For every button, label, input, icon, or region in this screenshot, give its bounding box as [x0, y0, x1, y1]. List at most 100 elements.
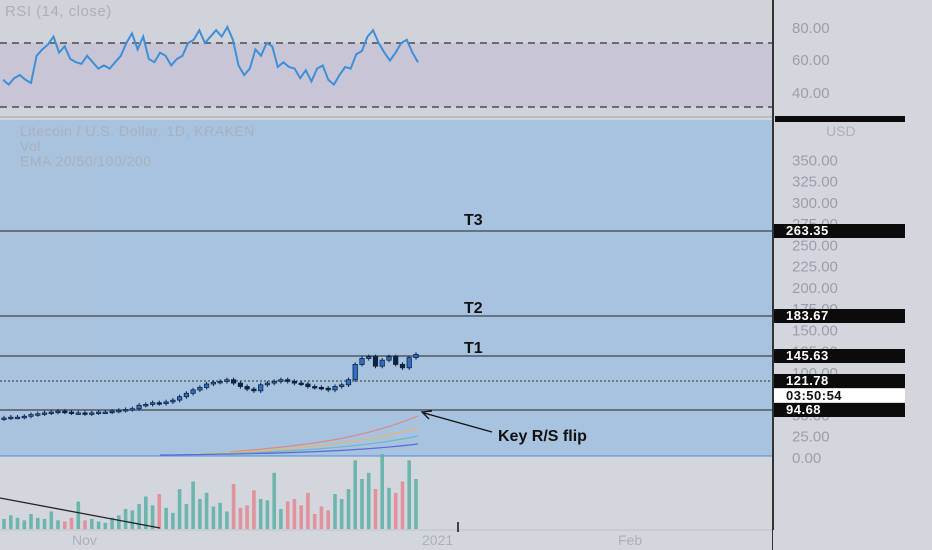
volume-bar: [252, 490, 256, 530]
ema-200-line: [159, 443, 419, 456]
candle-body: [339, 384, 345, 387]
rsi-tick-80: 80.00: [792, 20, 830, 37]
rsi-tick-60: 60.00: [792, 52, 830, 69]
volume-bar: [110, 517, 114, 530]
cropped-top-tag: [775, 116, 905, 122]
volume-bar: [157, 494, 162, 529]
x-axis-bar: [0, 530, 773, 550]
candle-body: [55, 410, 61, 414]
candle-body: [89, 412, 95, 415]
volume-bar: [177, 489, 182, 529]
t3-price-tag: 263.35: [774, 224, 905, 238]
candle-body: [203, 383, 210, 388]
volume-bar: [123, 509, 128, 529]
volume-bar: [83, 520, 87, 530]
candle-body: [123, 409, 129, 412]
candle-body: [285, 379, 291, 382]
candle-body: [28, 414, 34, 417]
volume-bar: [400, 481, 405, 529]
volume-bar: [360, 479, 364, 529]
volume-bar: [393, 492, 398, 530]
price-tick-label: 25.00: [792, 429, 830, 446]
chart-legend: Litecoin / U.S. Dollar, 1D, KRAKEN Vol E…: [20, 124, 255, 169]
candle-body: [190, 389, 196, 394]
candle-body: [163, 401, 169, 404]
candle-body: [136, 404, 142, 410]
candle-body: [332, 386, 338, 391]
candle-body: [251, 388, 257, 392]
legend-ema[interactable]: EMA 20/50/100/200: [20, 153, 152, 169]
candle-body: [62, 410, 68, 414]
legend-symbol[interactable]: Litecoin / U.S. Dollar, 1D, KRAKEN: [20, 123, 255, 139]
candle-body: [96, 411, 102, 415]
candle-body: [230, 379, 237, 384]
x-label-feb: Feb: [618, 532, 642, 548]
candle-body: [210, 381, 216, 385]
volume-bar: [90, 519, 94, 529]
volume-bar: [211, 506, 216, 529]
price-tick-label: 150.00: [792, 322, 838, 339]
price-tick-label: 225.00: [792, 259, 838, 276]
candle-body: [41, 412, 48, 415]
candle-body: [48, 411, 54, 415]
candle-body: [237, 382, 243, 387]
trend-line: [0, 497, 161, 529]
target-zone: [96, 120, 773, 456]
candle-body: [149, 402, 156, 405]
volume-bar: [144, 496, 148, 529]
volume-bar: [42, 519, 47, 529]
candle-body: [325, 387, 331, 391]
rsi-band: [0, 43, 773, 107]
candle-body: [258, 384, 264, 392]
x-label-2021: 2021: [422, 532, 453, 548]
volume-bar: [137, 504, 141, 529]
volume-bar: [69, 517, 74, 530]
candle-body: [312, 386, 318, 389]
currency-label: USD: [826, 123, 856, 139]
volume-bar: [63, 521, 67, 529]
volume-bar: [279, 509, 283, 529]
volume-bar: [191, 481, 195, 529]
candle-body: [271, 380, 277, 384]
candle-body: [156, 402, 162, 405]
volume-bar: [326, 510, 330, 530]
volume-bar: [373, 489, 378, 529]
annotation-arrow: [423, 412, 493, 433]
legend-volume[interactable]: Vol: [20, 138, 41, 154]
volume-bar: [366, 472, 371, 530]
axis-corner: [773, 530, 932, 550]
volume-bar: [103, 522, 108, 530]
volume-bar: [2, 519, 6, 529]
candle-body: [82, 412, 88, 415]
candle-body: [372, 356, 379, 367]
ema-50-line: [199, 427, 419, 455]
ema-lines: [159, 415, 419, 456]
t1-price-tag: 145.63: [774, 349, 905, 363]
volume-bar: [346, 489, 351, 529]
volume-bar: [380, 454, 384, 529]
target-zone-left: [0, 120, 96, 456]
volume-bar: [9, 515, 13, 530]
candle-body: [1, 417, 7, 420]
candle-body: [143, 403, 149, 407]
candle-body: [318, 386, 325, 390]
candles: [1, 352, 419, 421]
volume-bar: [49, 511, 54, 529]
volume-bar: [333, 494, 337, 529]
candle-body: [68, 411, 75, 415]
price-tick-label: 350.00: [792, 152, 838, 169]
candle-body: [170, 399, 176, 403]
volume-bar: [56, 520, 60, 530]
candle-body: [129, 408, 135, 411]
volume-bar: [96, 521, 101, 529]
volume-bar: [292, 499, 297, 529]
candle-body: [264, 382, 271, 386]
volume-bar: [258, 499, 263, 529]
candle-body: [413, 353, 419, 358]
volume-bars: [2, 454, 418, 530]
t2-label: T2: [464, 300, 483, 317]
x-label-nov: Nov: [72, 532, 97, 548]
volume-bar: [36, 517, 40, 530]
candle-body: [217, 380, 223, 384]
